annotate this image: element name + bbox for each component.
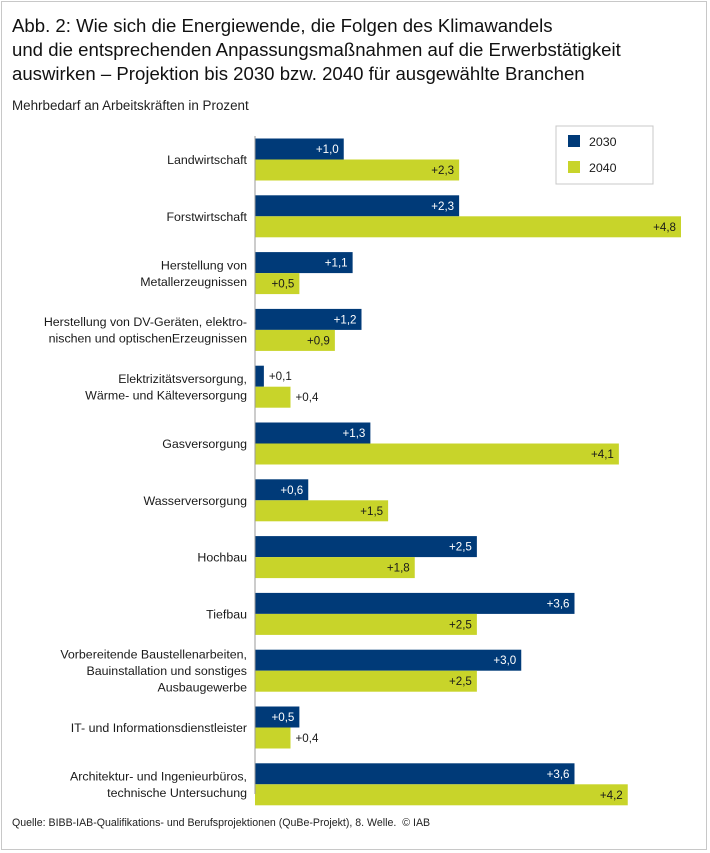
bar-2030 <box>255 706 300 728</box>
value-label-2030: +1,2 <box>334 313 357 326</box>
value-label-2040: +2,3 <box>431 164 454 177</box>
legend-swatch-2030 <box>568 135 580 147</box>
bar-2040 <box>255 273 300 295</box>
bar-2030 <box>255 422 371 444</box>
value-label-2040: +1,8 <box>387 562 410 575</box>
bar-2030 <box>255 536 477 558</box>
bar-2040 <box>255 613 477 635</box>
category-label: Wasserversorgung <box>143 494 247 508</box>
category-label-line: technische Untersuchung <box>107 786 247 800</box>
value-label-2030: +0,1 <box>269 370 292 383</box>
value-label-2030: +2,3 <box>431 200 454 213</box>
bar-2040 <box>255 216 681 238</box>
source-text: Quelle: BIBB-IAB-Qualifikations- und Ber… <box>12 817 397 829</box>
value-label-2040: +1,5 <box>360 505 383 518</box>
category-label: Elektrizitätsversorgung, Wärme- und Kälte… <box>85 372 247 403</box>
category-label: Vorbereitende Baustellenarbeiten, Bauinst… <box>60 648 247 695</box>
bar-2030 <box>255 195 460 217</box>
value-label-2040: +0,4 <box>296 391 319 404</box>
category-label-line: Tiefbau <box>206 607 247 621</box>
category-label-line: Herstellung von DV-Geräten, elektro- <box>44 315 247 329</box>
value-label-2040: +2,5 <box>449 618 472 631</box>
value-label-2030: +3,6 <box>547 597 570 610</box>
category-label: Forstwirtschaft <box>166 210 247 224</box>
category-label-line: Ausbaugewerbe <box>157 681 247 695</box>
value-label-2030: +1,3 <box>342 427 365 440</box>
category-label-line: IT- und Informationsdienstleister <box>71 721 247 735</box>
bar-2040 <box>255 159 460 181</box>
chart-subtitle: Mehrbedarf an Arbeitskräften in Prozent <box>12 98 249 113</box>
bar-2030 <box>255 649 522 671</box>
copyright-text: © IAB <box>402 817 431 829</box>
title-line-1: Abb. 2: Wie sich die Energiewende, die F… <box>12 15 553 36</box>
category-label: IT- und Informationsdienstleister <box>71 721 247 735</box>
value-label-2040: +4,1 <box>591 448 614 461</box>
value-label-2040: +0,5 <box>271 278 294 291</box>
value-label-2030: +3,6 <box>547 768 570 781</box>
legend-label-2040: 2040 <box>589 161 617 175</box>
bar-2030 <box>255 138 344 160</box>
title-line-2: und die entsprechenden Anpassungsmaßnahm… <box>12 39 621 60</box>
category-label-line: Wärme- und Kälteversorgung <box>85 388 247 402</box>
bar-2040 <box>255 386 291 408</box>
value-label-2040: +4,8 <box>653 221 676 234</box>
source-note: Quelle: BIBB-IAB-Qualifikations- und Ber… <box>12 817 430 829</box>
bar-2030 <box>255 763 575 785</box>
legend-label-2030: 2030 <box>589 135 617 149</box>
category-label: Landwirtschaft <box>167 153 247 167</box>
bar-2040 <box>255 329 335 351</box>
category-label-line: Metallerzeugnissen <box>140 275 247 289</box>
category-label: Gasversorgung <box>162 437 247 451</box>
category-label-line: nischen und optischenErzeugnissen <box>49 332 247 346</box>
category-label-line: Forstwirtschaft <box>166 210 247 224</box>
category-label: Herstellung von DV-Geräten, elektro-nisc… <box>44 315 247 346</box>
value-label-2030: +1,0 <box>316 143 339 156</box>
category-label-line: Bauinstallation und sonstiges <box>87 664 248 678</box>
value-label-2040: +2,5 <box>449 675 472 688</box>
category-label-line: Herstellung von <box>161 258 247 272</box>
category-label: Hochbau <box>197 551 247 565</box>
category-label-line: Hochbau <box>197 551 247 565</box>
value-label-2040: +0,4 <box>296 732 319 745</box>
bar-2030 <box>255 308 362 330</box>
bar-2040 <box>255 670 477 692</box>
value-label-2040: +4,2 <box>600 789 623 802</box>
category-label-line: Vorbereitende Baustellenarbeiten, <box>60 648 247 662</box>
category-label: Herstellung von Metallerzeugnissen <box>140 258 247 289</box>
category-label-line: Gasversorgung <box>162 437 247 451</box>
bar-2030 <box>255 365 264 387</box>
category-label-line: Architektur- und Ingenieurbüros, <box>70 770 247 784</box>
category-label-line: Wasserversorgung <box>143 494 247 508</box>
category-label-line: Elektrizitätsversorgung, <box>118 372 247 386</box>
bar-2040 <box>255 443 619 465</box>
value-label-2030: +1,1 <box>325 257 348 270</box>
bar-2040 <box>255 727 291 749</box>
bar-2030 <box>255 479 309 501</box>
bar-2030 <box>255 592 575 614</box>
value-label-2040: +0,9 <box>307 334 330 347</box>
category-label: Architektur- und Ingenieurbüros, technisc… <box>70 770 247 801</box>
bar-2040 <box>255 784 628 806</box>
value-label-2030: +3,0 <box>493 654 516 667</box>
value-label-2030: +0,5 <box>271 711 294 724</box>
bar-2040 <box>255 557 415 579</box>
bar-2030 <box>255 252 353 274</box>
title-line-3: auswirken – Projektion bis 2030 bzw. 204… <box>12 63 585 84</box>
legend-swatch-2040 <box>568 161 580 173</box>
value-label-2030: +0,6 <box>280 484 303 497</box>
figure-title: Abb. 2: Wie sich die Energiewende, die F… <box>12 14 702 86</box>
bar-2040 <box>255 500 389 522</box>
value-label-2030: +2,5 <box>449 541 472 554</box>
category-label: Tiefbau <box>206 607 247 621</box>
category-label-line: Landwirtschaft <box>167 153 247 167</box>
